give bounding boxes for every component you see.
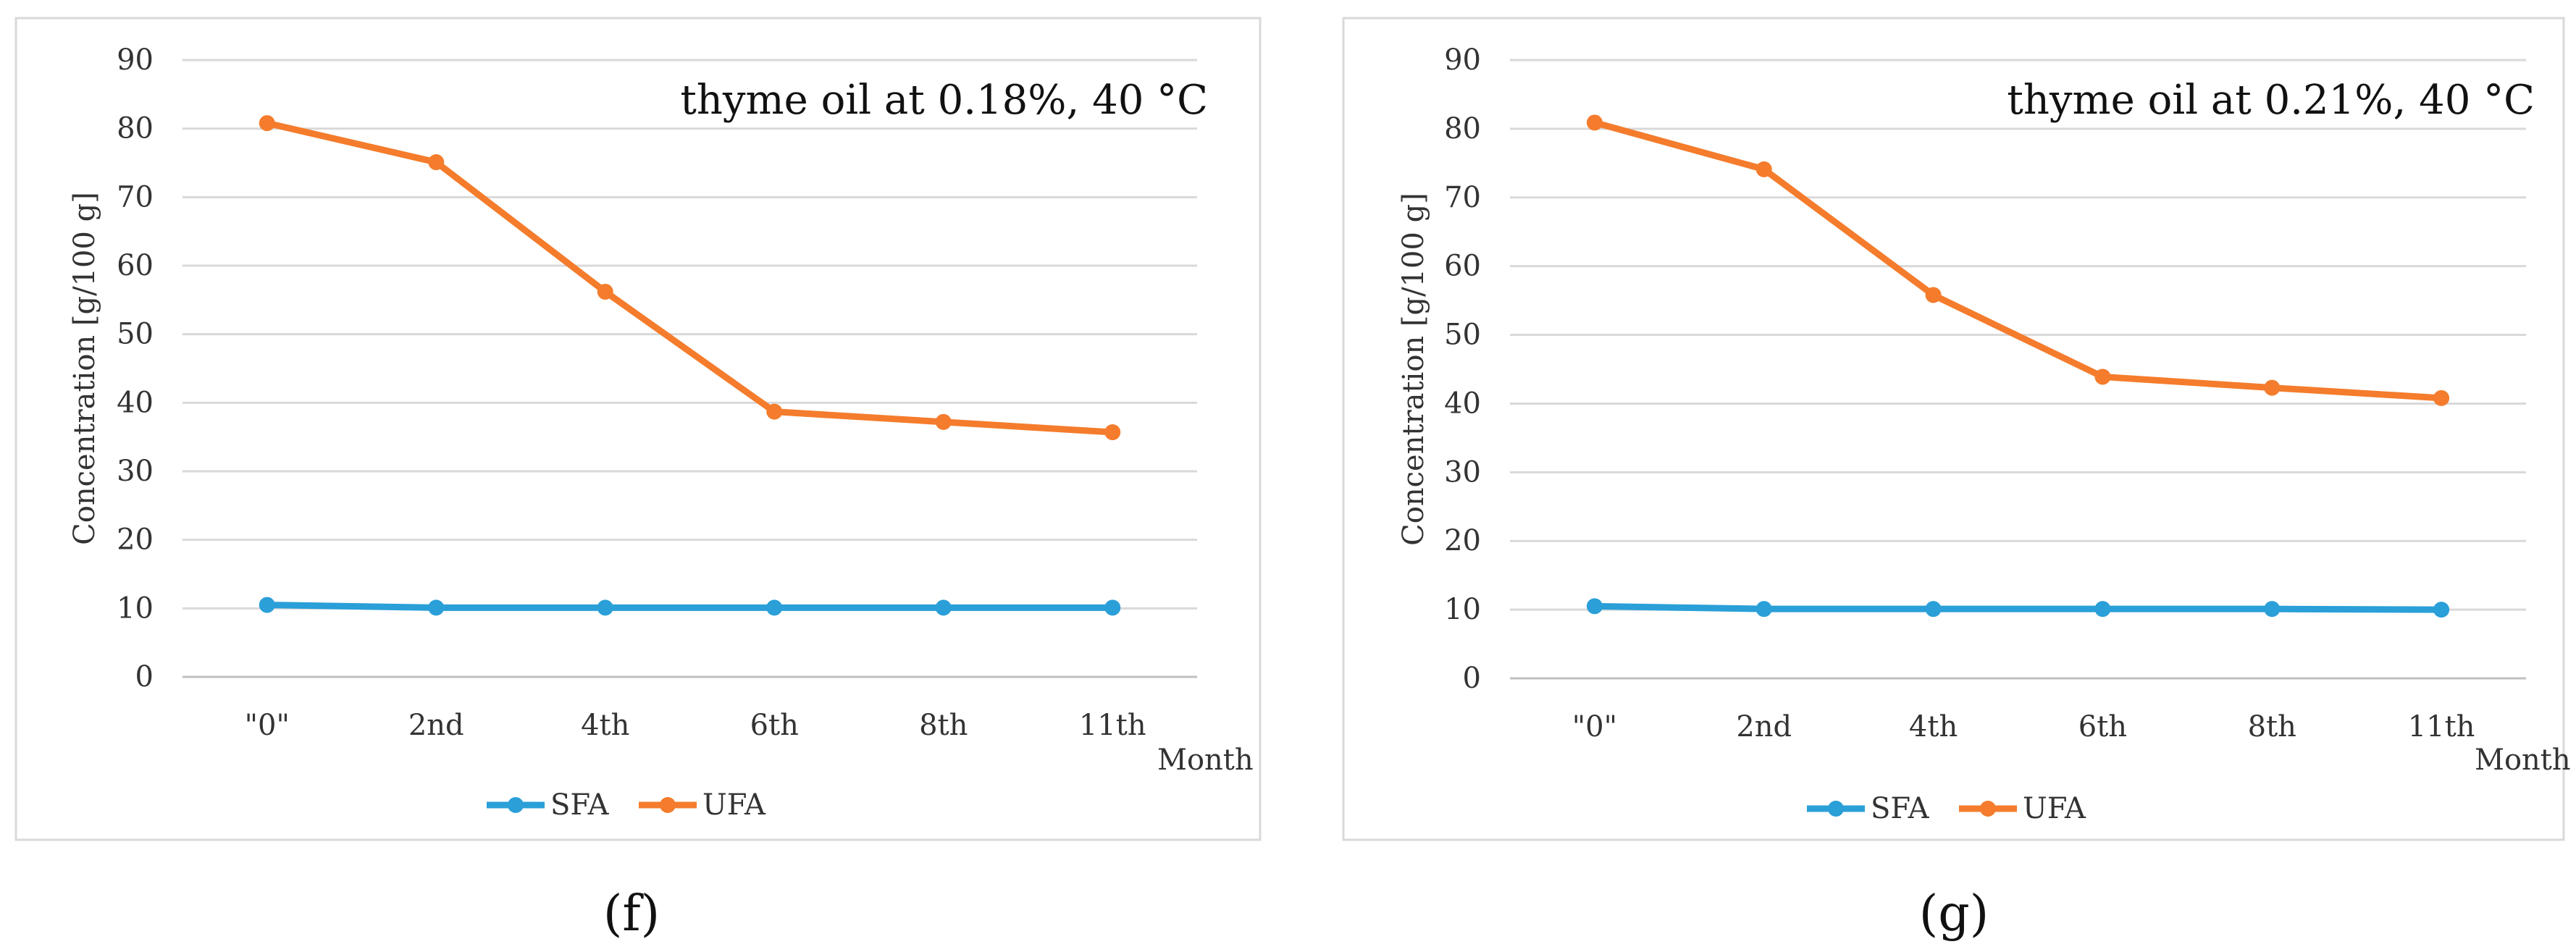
y-tick-label: 20 — [117, 523, 154, 557]
y-axis-title: Concentration [g/100 g] — [68, 192, 101, 545]
y-tick-label: 90 — [117, 43, 154, 77]
x-tick-label: "0" — [1572, 710, 1617, 744]
series-line-ufa — [264, 119, 1116, 436]
y-tick-label: 50 — [1444, 319, 1481, 352]
data-point-sfa — [597, 599, 613, 616]
data-point-sfa — [2433, 602, 2450, 618]
y-tick-label: 80 — [1444, 112, 1481, 146]
series-line-sfa — [1591, 602, 2445, 613]
chart-panel-1: 0 10 20 30 40 50 60 70 80 90 "0" 2nd 4th 6th 8th 11thMo… — [1342, 17, 2571, 841]
x-tick-label: 8th — [919, 709, 968, 742]
x-tick-label: 11th — [2408, 710, 2475, 744]
data-point-ufa — [1925, 287, 1942, 303]
y-tick-label: 10 — [1444, 593, 1481, 626]
panel-label: (f) — [603, 885, 660, 943]
x-axis-title: Month — [1157, 744, 1254, 777]
data-point-sfa — [428, 599, 445, 616]
x-tick-label: 2nd — [1736, 710, 1792, 744]
y-tick-label: 60 — [117, 249, 154, 282]
legend-marker-sfa — [1828, 801, 1844, 817]
y-tick-label: 30 — [117, 455, 154, 488]
data-point-sfa — [1925, 601, 1942, 618]
x-tick-label: 4th — [581, 709, 629, 742]
legend-marker-ufa — [1980, 801, 1996, 817]
x-tick-label: 8th — [2248, 710, 2296, 744]
series-line-ufa — [1591, 119, 2445, 402]
x-tick-label: 2nd — [408, 709, 464, 742]
data-point-ufa — [2094, 368, 2111, 385]
data-point-ufa — [2264, 379, 2281, 396]
data-point-ufa — [935, 413, 952, 430]
data-point-sfa — [1755, 601, 1772, 618]
x-tick-label: 11th — [1079, 709, 1146, 742]
y-tick-label: 80 — [117, 112, 154, 146]
x-tick-label: "0" — [245, 709, 290, 742]
y-tick-label: 0 — [135, 660, 154, 694]
chart-annotation: thyme oil at 0.18%, 40 °C — [680, 77, 1208, 124]
panel-label: (g) — [1919, 885, 1989, 943]
y-tick-label: 30 — [1444, 455, 1481, 489]
legend-label: UFA — [2023, 792, 2086, 825]
data-point-ufa — [1755, 161, 1772, 177]
data-point-sfa — [935, 599, 952, 616]
data-point-ufa — [766, 403, 783, 420]
y-tick-label: 70 — [1444, 181, 1481, 214]
y-tick-label: 50 — [117, 318, 154, 351]
y-axis-title: Concentration [g/100 g] — [1397, 193, 1430, 546]
legend-label: SFA — [1871, 792, 1930, 825]
data-point-ufa — [428, 154, 445, 171]
data-point-sfa — [766, 599, 783, 616]
data-point-sfa — [259, 597, 275, 613]
data-point-sfa — [2264, 601, 2281, 618]
data-point-ufa — [1104, 424, 1121, 441]
legend-label: UFA — [702, 788, 766, 822]
legend-marker-sfa — [508, 797, 524, 813]
legend-label: SFA — [550, 788, 610, 822]
y-tick-label: 10 — [117, 591, 154, 625]
series-line-sfa — [264, 602, 1116, 611]
legend-marker-ufa — [660, 797, 676, 813]
x-tick-label: 6th — [750, 709, 799, 742]
data-point-ufa — [259, 115, 275, 132]
y-tick-label: 90 — [1444, 43, 1481, 77]
y-tick-label: 70 — [117, 180, 154, 214]
chart-annotation: thyme oil at 0.21%, 40 °C — [2007, 77, 2535, 124]
y-tick-label: 40 — [1444, 387, 1481, 420]
data-point-ufa — [597, 283, 613, 300]
x-tick-label: 6th — [2078, 710, 2127, 744]
y-tick-label: 40 — [117, 386, 154, 419]
data-point-sfa — [2094, 601, 2111, 618]
y-tick-label: 60 — [1444, 250, 1481, 283]
data-point-sfa — [1586, 598, 1603, 615]
data-point-ufa — [2433, 389, 2450, 406]
chart-frame — [1342, 17, 2565, 841]
x-axis-title: Month — [2475, 744, 2571, 777]
data-point-ufa — [1586, 114, 1603, 131]
y-tick-label: 20 — [1444, 524, 1481, 557]
x-tick-label: 4th — [1909, 710, 1958, 744]
y-tick-label: 0 — [1463, 662, 1481, 695]
chart-panel-0: 0 10 20 30 40 50 60 70 80 90 "0" 2nd 4th 6th 8th 11th Mo… — [14, 17, 1262, 841]
data-point-sfa — [1104, 599, 1121, 616]
